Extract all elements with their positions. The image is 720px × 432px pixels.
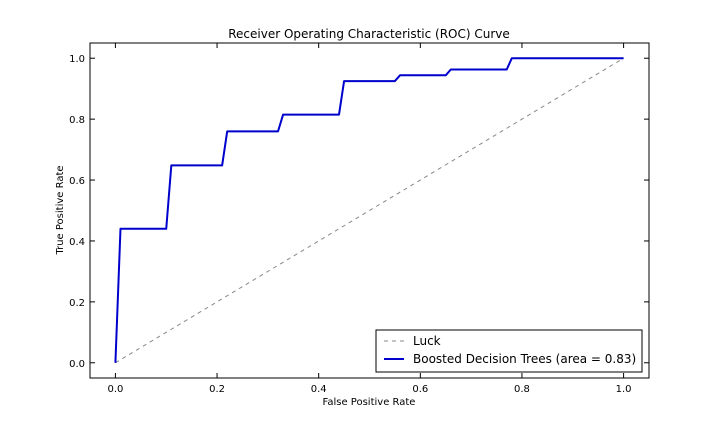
luck-line [115,57,624,364]
x-tick-label: 1.0 [616,384,632,395]
x-tick-label: 0.4 [311,384,327,395]
y-tick-label: 0.2 [69,298,85,309]
y-axis-label: True Positive Rate [55,165,66,255]
chart-title: Receiver Operating Characteristic (ROC) … [228,27,510,41]
x-tick-label: 0.2 [209,384,225,395]
series-layer [114,57,624,364]
x-tick-label: 0.6 [412,384,428,395]
legend-label-bdt: Boosted Decision Trees (area = 0.83) [413,352,636,366]
bdt-roc-line [114,57,624,363]
y-tick-label: 0.6 [69,176,85,187]
ticks-layer: 0.0 0.2 0.4 0.6 0.8 1.0 0.0 0.2 0.4 0.6 0.8 1.0 [69,43,649,395]
x-tick-label: 0.0 [107,384,123,395]
plot-frame [89,42,650,379]
y-tick-label: 0.8 [69,115,85,126]
legend: Luck Boosted Decision Trees (area = 0.83… [375,329,643,373]
y-tick-label: 0.4 [69,237,85,248]
legend-label-luck: Luck [413,334,441,348]
x-tick-label: 0.8 [514,384,530,395]
y-tick-label: 0.0 [69,359,85,370]
plot-area: 0.0 0.2 0.4 0.6 0.8 1.0 0.0 0.2 0.4 0.6 0.8 1.0 [69,42,650,395]
y-tick-label: 1.0 [69,54,85,65]
legend-box [375,329,643,373]
x-axis-label: False Positive Rate [323,397,416,408]
